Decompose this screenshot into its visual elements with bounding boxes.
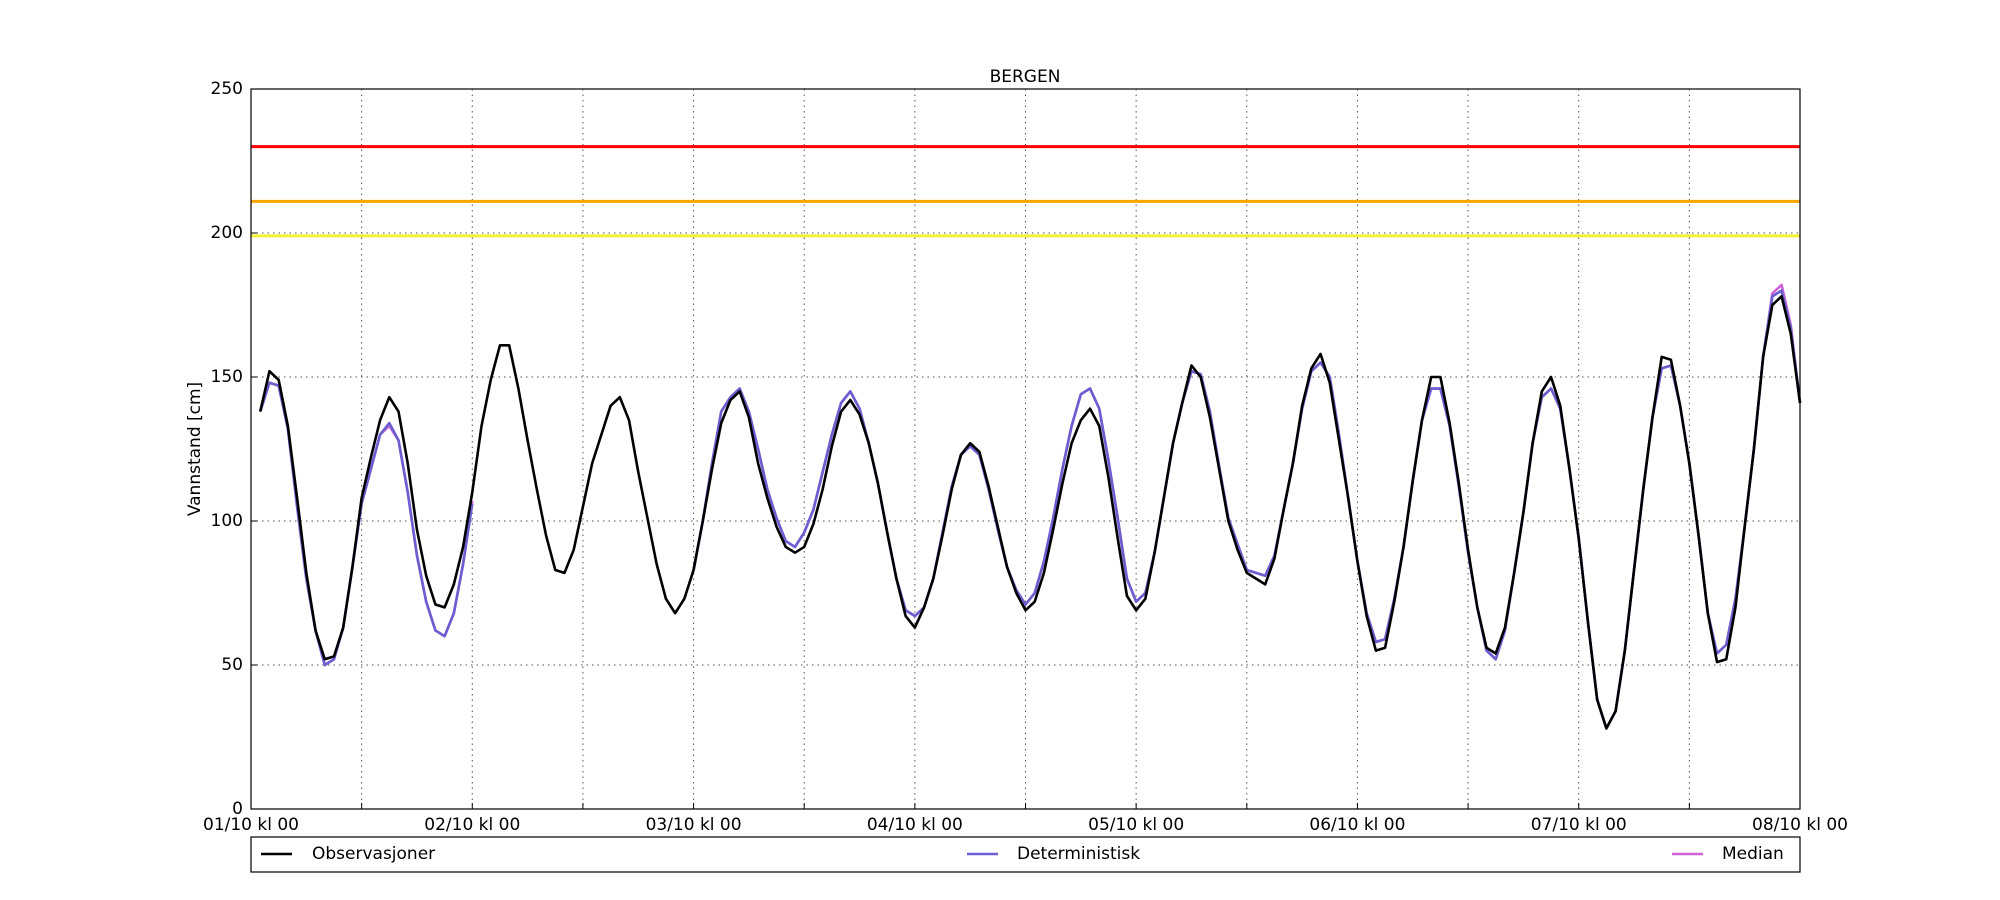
x-tick-label: 03/10 kl 00 xyxy=(646,815,742,835)
y-tick-label: 200 xyxy=(211,223,243,243)
y-tick-label: 0 xyxy=(232,799,243,819)
x-tick-label: 01/10 kl 00 xyxy=(203,815,299,835)
x-tick-label: 02/10 kl 00 xyxy=(424,815,520,835)
x-tick-label: 04/10 kl 00 xyxy=(867,815,963,835)
x-tick-label: 06/10 kl 00 xyxy=(1309,815,1405,835)
x-tick-label: 08/10 kl 00 xyxy=(1752,815,1848,835)
plot-frame xyxy=(250,88,1801,810)
y-tick-label: 250 xyxy=(211,79,243,99)
legend-label: Observasjoner xyxy=(312,844,435,864)
y-tick-label: 150 xyxy=(211,367,243,387)
x-tick-label: 07/10 kl 00 xyxy=(1531,815,1627,835)
legend-label: Median xyxy=(1722,844,1784,864)
x-tick-label: 05/10 kl 00 xyxy=(1088,815,1184,835)
series-line xyxy=(258,289,1802,730)
series-line xyxy=(258,295,1802,730)
legend-label: Deterministisk xyxy=(1017,844,1140,864)
legend-box xyxy=(250,836,1801,873)
y-axis-label: Vannstand [cm] xyxy=(185,382,205,516)
chart-title: BERGEN xyxy=(990,67,1061,87)
y-tick-label: 100 xyxy=(211,511,243,531)
series-line xyxy=(258,283,1802,730)
y-tick-label: 50 xyxy=(221,655,243,675)
